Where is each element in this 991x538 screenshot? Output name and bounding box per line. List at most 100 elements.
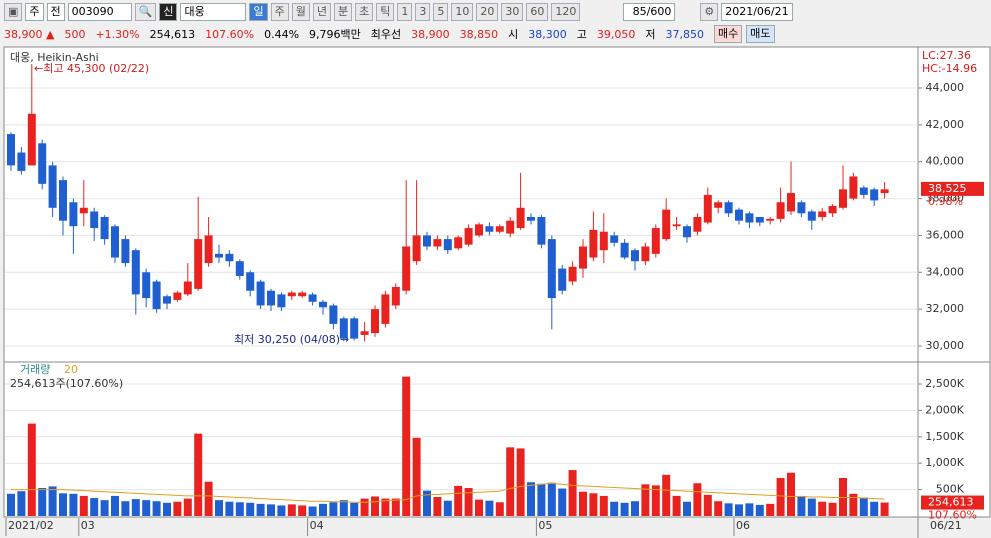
volume-bar [27, 423, 36, 516]
candle-body [537, 217, 546, 245]
volume-bar [558, 488, 567, 516]
chart-title: 대웅, Heikin-Ashi [10, 51, 99, 64]
candle-body [100, 217, 109, 240]
volume-bar [79, 495, 88, 516]
volume-bar [267, 504, 275, 516]
interval[interactable]: 10 [451, 3, 474, 21]
period[interactable]: 일 [249, 3, 268, 21]
period[interactable]: 주 [270, 3, 289, 21]
icon[interactable]: 🔍 [134, 3, 157, 21]
last-price-label: 38,525 [928, 182, 967, 195]
icon[interactable]: ▣ [4, 3, 23, 21]
candle-body [308, 294, 317, 302]
button[interactable]: 신 [159, 3, 178, 21]
period[interactable]: 년 [312, 3, 331, 21]
candle-body [381, 294, 390, 324]
candle-body [797, 202, 806, 214]
candle-body [111, 226, 119, 258]
period[interactable]: 분 [333, 3, 353, 21]
candle-body [787, 193, 795, 212]
last-price-box [921, 181, 984, 196]
candle-body [256, 281, 265, 306]
ask: 38,900 [411, 27, 450, 41]
period[interactable]: 월 [291, 3, 310, 21]
label: 시 [508, 28, 519, 41]
candle-body [683, 226, 691, 238]
candle-body [131, 250, 140, 295]
menu[interactable]: 전 [46, 3, 65, 21]
candle-body [828, 205, 837, 214]
volume-bar [724, 503, 733, 516]
candle-body [475, 224, 483, 236]
volume-bar [475, 499, 483, 516]
volume-bar [121, 501, 130, 516]
candle-body [423, 235, 431, 247]
volume-bar [631, 501, 639, 516]
period[interactable]: 초 [355, 3, 374, 21]
lc-label: LC:27.36 [922, 49, 971, 62]
interval[interactable]: 20 [476, 3, 499, 21]
date[interactable]: 2021/06/21 [721, 3, 793, 21]
interval[interactable]: 1 [397, 3, 413, 21]
candle-body [641, 246, 650, 262]
volume-bar [7, 493, 15, 516]
candle-body [287, 292, 296, 297]
interval[interactable]: 3 [415, 3, 431, 21]
candle-body [329, 305, 338, 324]
candle-body [142, 272, 151, 299]
y-tick-label: 500K [936, 483, 965, 496]
candle-body [371, 309, 379, 334]
candle-body [870, 189, 879, 201]
volume-bar [703, 494, 712, 516]
volume-bar [381, 498, 390, 516]
y-tick-label: 2,500K [925, 377, 964, 390]
volume-bar [755, 504, 764, 516]
icon[interactable]: ⚙ [700, 3, 719, 21]
candle-body [745, 213, 754, 223]
volume-bar [683, 501, 691, 516]
menu[interactable]: 주 [25, 3, 44, 21]
count[interactable]: 85/600 [623, 3, 676, 21]
candle-body [558, 268, 567, 291]
name-field: 대웅 [180, 3, 247, 21]
candle-body [277, 294, 286, 308]
volume-bar [225, 501, 234, 516]
sell-button[interactable]: 매도 [746, 25, 775, 43]
volume-bar [506, 447, 515, 516]
candle-body [235, 261, 244, 276]
interval[interactable]: 30 [501, 3, 524, 21]
candle-body [651, 228, 660, 254]
candle-body [183, 281, 192, 295]
volume-bar [319, 503, 327, 516]
volume-bar [516, 448, 525, 516]
candle-body [267, 290, 275, 306]
interval[interactable]: 5 [433, 3, 449, 21]
candle-body [433, 239, 442, 247]
interval[interactable]: 60 [526, 3, 549, 21]
interval[interactable]: 120 [551, 3, 581, 21]
candle-body [693, 217, 702, 232]
y-tick-label: 1,500K [925, 430, 964, 443]
candle-body [776, 202, 785, 219]
legend-entry: 거래량 [20, 363, 50, 376]
period[interactable]: 틱 [376, 3, 395, 21]
code-input[interactable]: 003090 [67, 3, 132, 21]
buy-button[interactable]: 매수 [714, 25, 743, 43]
volume: 254,613 [149, 27, 196, 41]
candle-body [90, 211, 99, 229]
turnover: 0.44% [264, 27, 300, 41]
high: 39,050 [596, 27, 636, 41]
volume-bar [485, 500, 494, 516]
volume-bar [672, 495, 681, 516]
change: 500 [64, 27, 86, 41]
last-volume-rate: 107.60% [928, 509, 977, 522]
candle-body [849, 176, 858, 199]
x-tick-label: 03 [81, 519, 95, 532]
volume-info: 254,613주(107.60%) [10, 377, 123, 390]
volume-bar [360, 498, 369, 516]
legend-entry: 20 [64, 363, 78, 376]
volume-bar [880, 502, 889, 516]
volume-bar [849, 493, 858, 516]
candle-body [225, 253, 234, 262]
candle-body [766, 218, 775, 221]
